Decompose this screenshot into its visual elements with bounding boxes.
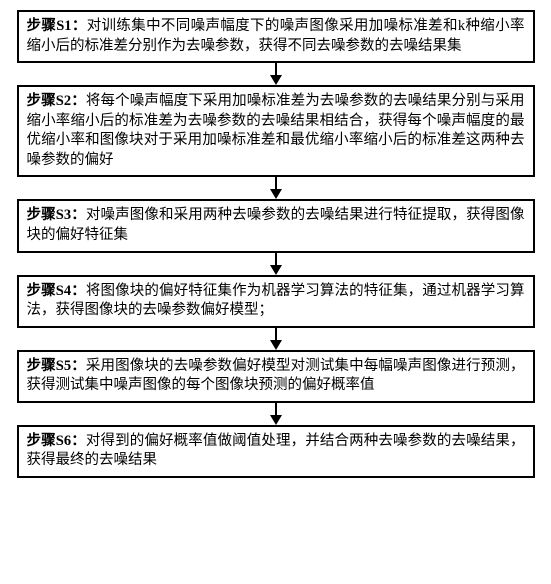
step-text: 将图像块的偏好特征集作为机器学习算法的特征集，通过机器学习算法，获得图像块的去噪… xyxy=(27,283,525,319)
arrow xyxy=(270,63,282,85)
step-label: 步骤S5： xyxy=(27,358,86,374)
step-text: 对噪声图像和采用两种去噪参数的去噪结果进行特征提取，获得图像块的偏好特征集 xyxy=(27,207,525,243)
flowchart-canvas: 步骤S1：对训练集中不同噪声幅度下的噪声图像采用加噪标准差和k种缩小率缩小后的标… xyxy=(0,0,551,584)
step-label: 步骤S6： xyxy=(27,433,86,449)
step-s6: 步骤S6：对得到的偏好概率值做阈值处理，并结合两种去噪参数的去噪结果，获得最终的… xyxy=(17,425,535,478)
arrow xyxy=(270,253,282,275)
step-label: 步骤S1： xyxy=(27,18,87,34)
step-text: 对训练集中不同噪声幅度下的噪声图像采用加噪标准差和k种缩小率缩小后的标准差分别作… xyxy=(27,18,525,54)
step-s3: 步骤S3：对噪声图像和采用两种去噪参数的去噪结果进行特征提取，获得图像块的偏好特… xyxy=(17,199,535,252)
step-s2: 步骤S2：将每个噪声幅度下采用加噪标准差为去噪参数的去噪结果分别与采用缩小率缩小… xyxy=(17,85,535,177)
step-label: 步骤S2： xyxy=(27,93,86,109)
step-s5: 步骤S5：采用图像块的去噪参数偏好模型对测试集中每幅噪声图像进行预测，获得测试集… xyxy=(17,350,535,403)
step-text: 对得到的偏好概率值做阈值处理，并结合两种去噪参数的去噪结果，获得最终的去噪结果 xyxy=(27,433,525,469)
arrow xyxy=(270,403,282,425)
step-s1: 步骤S1：对训练集中不同噪声幅度下的噪声图像采用加噪标准差和k种缩小率缩小后的标… xyxy=(17,10,535,63)
step-s4: 步骤S4：将图像块的偏好特征集作为机器学习算法的特征集，通过机器学习算法，获得图… xyxy=(17,275,535,328)
step-label: 步骤S4： xyxy=(27,283,86,299)
arrow xyxy=(270,328,282,350)
step-text: 采用图像块的去噪参数偏好模型对测试集中每幅噪声图像进行预测，获得测试集中噪声图像… xyxy=(27,358,525,394)
step-label: 步骤S3： xyxy=(27,207,86,223)
step-text: 将每个噪声幅度下采用加噪标准差为去噪参数的去噪结果分别与采用缩小率缩小后的标准差… xyxy=(27,93,525,168)
flowchart: 步骤S1：对训练集中不同噪声幅度下的噪声图像采用加噪标准差和k种缩小率缩小后的标… xyxy=(15,10,536,478)
arrow xyxy=(270,177,282,199)
